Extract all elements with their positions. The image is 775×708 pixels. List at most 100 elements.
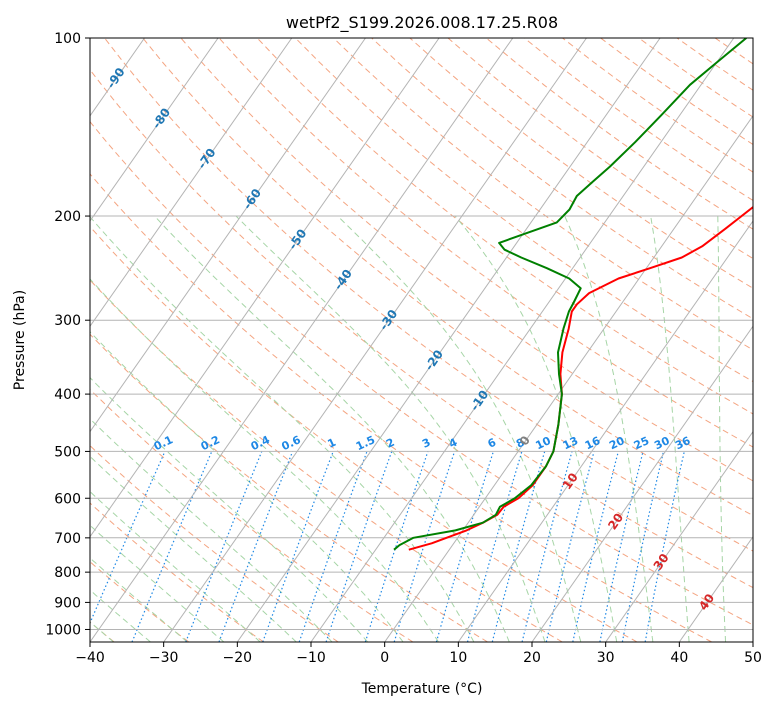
mixing-ratio-line	[298, 451, 368, 642]
x-axis-label: Temperature (°C)	[361, 681, 483, 697]
y-tick-label: 200	[54, 209, 81, 225]
dry-adiabat	[218, 38, 753, 448]
mixing-ratio-label: 3	[420, 436, 432, 451]
mixing-ratio-line	[364, 451, 429, 642]
isotherm-label: -50	[286, 226, 310, 252]
moist-adiabat	[90, 557, 188, 642]
y-tick-label: 1000	[45, 622, 81, 638]
mixing-ratio-label: 36	[673, 434, 693, 452]
dry-adiabat	[447, 38, 753, 260]
isotherm	[236, 38, 661, 642]
mixing-ratio-line	[545, 451, 595, 642]
dry-adiabat	[676, 38, 753, 91]
x-tick-label: −30	[149, 650, 179, 666]
mixing-ratio-line	[185, 451, 263, 642]
isotherm	[90, 38, 366, 433]
dry-adiabat	[90, 444, 339, 642]
isotherm-label: -90	[104, 65, 128, 91]
moist-adiabat	[90, 331, 404, 642]
mixing-ratio-line	[466, 451, 523, 642]
dry-adiabat	[104, 38, 753, 552]
isotherm	[752, 641, 753, 642]
mixing-ratio-label: 20	[607, 434, 627, 452]
mixing-ratio-line	[262, 451, 334, 642]
y-tick-label: 800	[54, 565, 81, 581]
isotherm-label: 40	[696, 591, 717, 613]
isotherm	[605, 430, 753, 642]
dry-adiabat	[600, 38, 753, 146]
dry-adiabat	[90, 502, 264, 642]
isotherm-label: 30	[651, 551, 672, 573]
moist-adiabat	[650, 215, 690, 642]
mixing-ratio-label: 0.2	[199, 433, 222, 453]
mixing-ratio-line	[218, 451, 294, 642]
isotherm-label: -60	[240, 186, 264, 212]
isotherm	[531, 325, 753, 642]
chart-title: wetPf2_S199.2026.008.17.25.R08	[286, 13, 558, 33]
moist-adiabat	[90, 278, 439, 642]
isotherm	[310, 38, 735, 642]
mixing-ratio-line	[621, 451, 665, 642]
dry-adiabat	[409, 38, 753, 289]
dry-adiabat	[256, 38, 753, 415]
dry-adiabat	[371, 38, 753, 320]
isotherm	[163, 38, 587, 642]
background-lines	[0, 38, 775, 642]
x-tick-label: 30	[597, 650, 615, 666]
dry-adiabat	[714, 38, 753, 65]
moist-adiabat	[90, 490, 261, 642]
x-tick-label: 0	[380, 650, 389, 666]
y-tick-label: 400	[54, 387, 81, 403]
mixing-ratio-label: 0.1	[152, 433, 175, 453]
dry-adiabat	[753, 38, 775, 642]
moist-adiabat	[90, 455, 297, 642]
moist-adiabat	[90, 216, 475, 642]
x-tick-label: −20	[223, 650, 253, 666]
x-tick-label: 40	[670, 650, 688, 666]
axes: −40 −30 −20 −10 0 10 20 30 40 5010020030040050060…	[45, 31, 762, 666]
dry-adiabat	[295, 38, 753, 383]
mixing-ratio-line	[572, 451, 619, 642]
isotherm	[0, 38, 71, 642]
isotherm-label: -70	[195, 146, 219, 172]
mixing-ratio-line	[435, 451, 494, 642]
x-tick-label: −40	[75, 650, 105, 666]
isotherm-label: -40	[331, 267, 355, 293]
isotherm	[90, 38, 440, 538]
isotherm	[678, 535, 753, 642]
dry-adiabat	[90, 333, 488, 642]
mixing-ratio-label: 1.5	[354, 433, 377, 453]
mixing-ratio-label: 10	[534, 434, 554, 452]
dry-adiabat	[333, 38, 753, 351]
moist-adiabat	[154, 215, 510, 642]
y-tick-label: 500	[54, 444, 81, 460]
isotherm	[90, 38, 514, 642]
mixing-ratio-label: 0.6	[280, 433, 303, 453]
y-tick-label: 300	[54, 313, 81, 329]
isotherm-label: -20	[422, 347, 446, 373]
dry-adiabat	[485, 38, 753, 230]
moist-adiabat	[564, 215, 654, 642]
mixing-ratio-label: 6	[486, 436, 499, 451]
isotherm	[457, 220, 753, 642]
dry-adiabat	[142, 38, 753, 517]
moist-adiabat	[235, 215, 546, 642]
y-axis-label: Pressure (hPa)	[12, 290, 28, 390]
dry-adiabat	[90, 120, 753, 626]
moist-adiabat	[717, 215, 727, 642]
mixing-ratio-line	[644, 451, 685, 642]
sounding-profiles	[393, 38, 753, 551]
y-tick-label: 700	[54, 531, 81, 547]
dry-adiabat	[90, 225, 638, 642]
isotherm-label: -80	[149, 105, 173, 131]
y-tick-label: 900	[54, 595, 81, 611]
mixing-ratio-label: 16	[583, 434, 603, 452]
mixing-ratio-line	[325, 451, 393, 642]
isotherm-label: -30	[377, 307, 401, 333]
x-tick-label: 20	[523, 650, 541, 666]
dry-adiabat	[90, 388, 414, 642]
dewpoint-line	[393, 38, 747, 551]
temperature-line	[408, 205, 753, 551]
moist-adiabat	[337, 215, 582, 642]
